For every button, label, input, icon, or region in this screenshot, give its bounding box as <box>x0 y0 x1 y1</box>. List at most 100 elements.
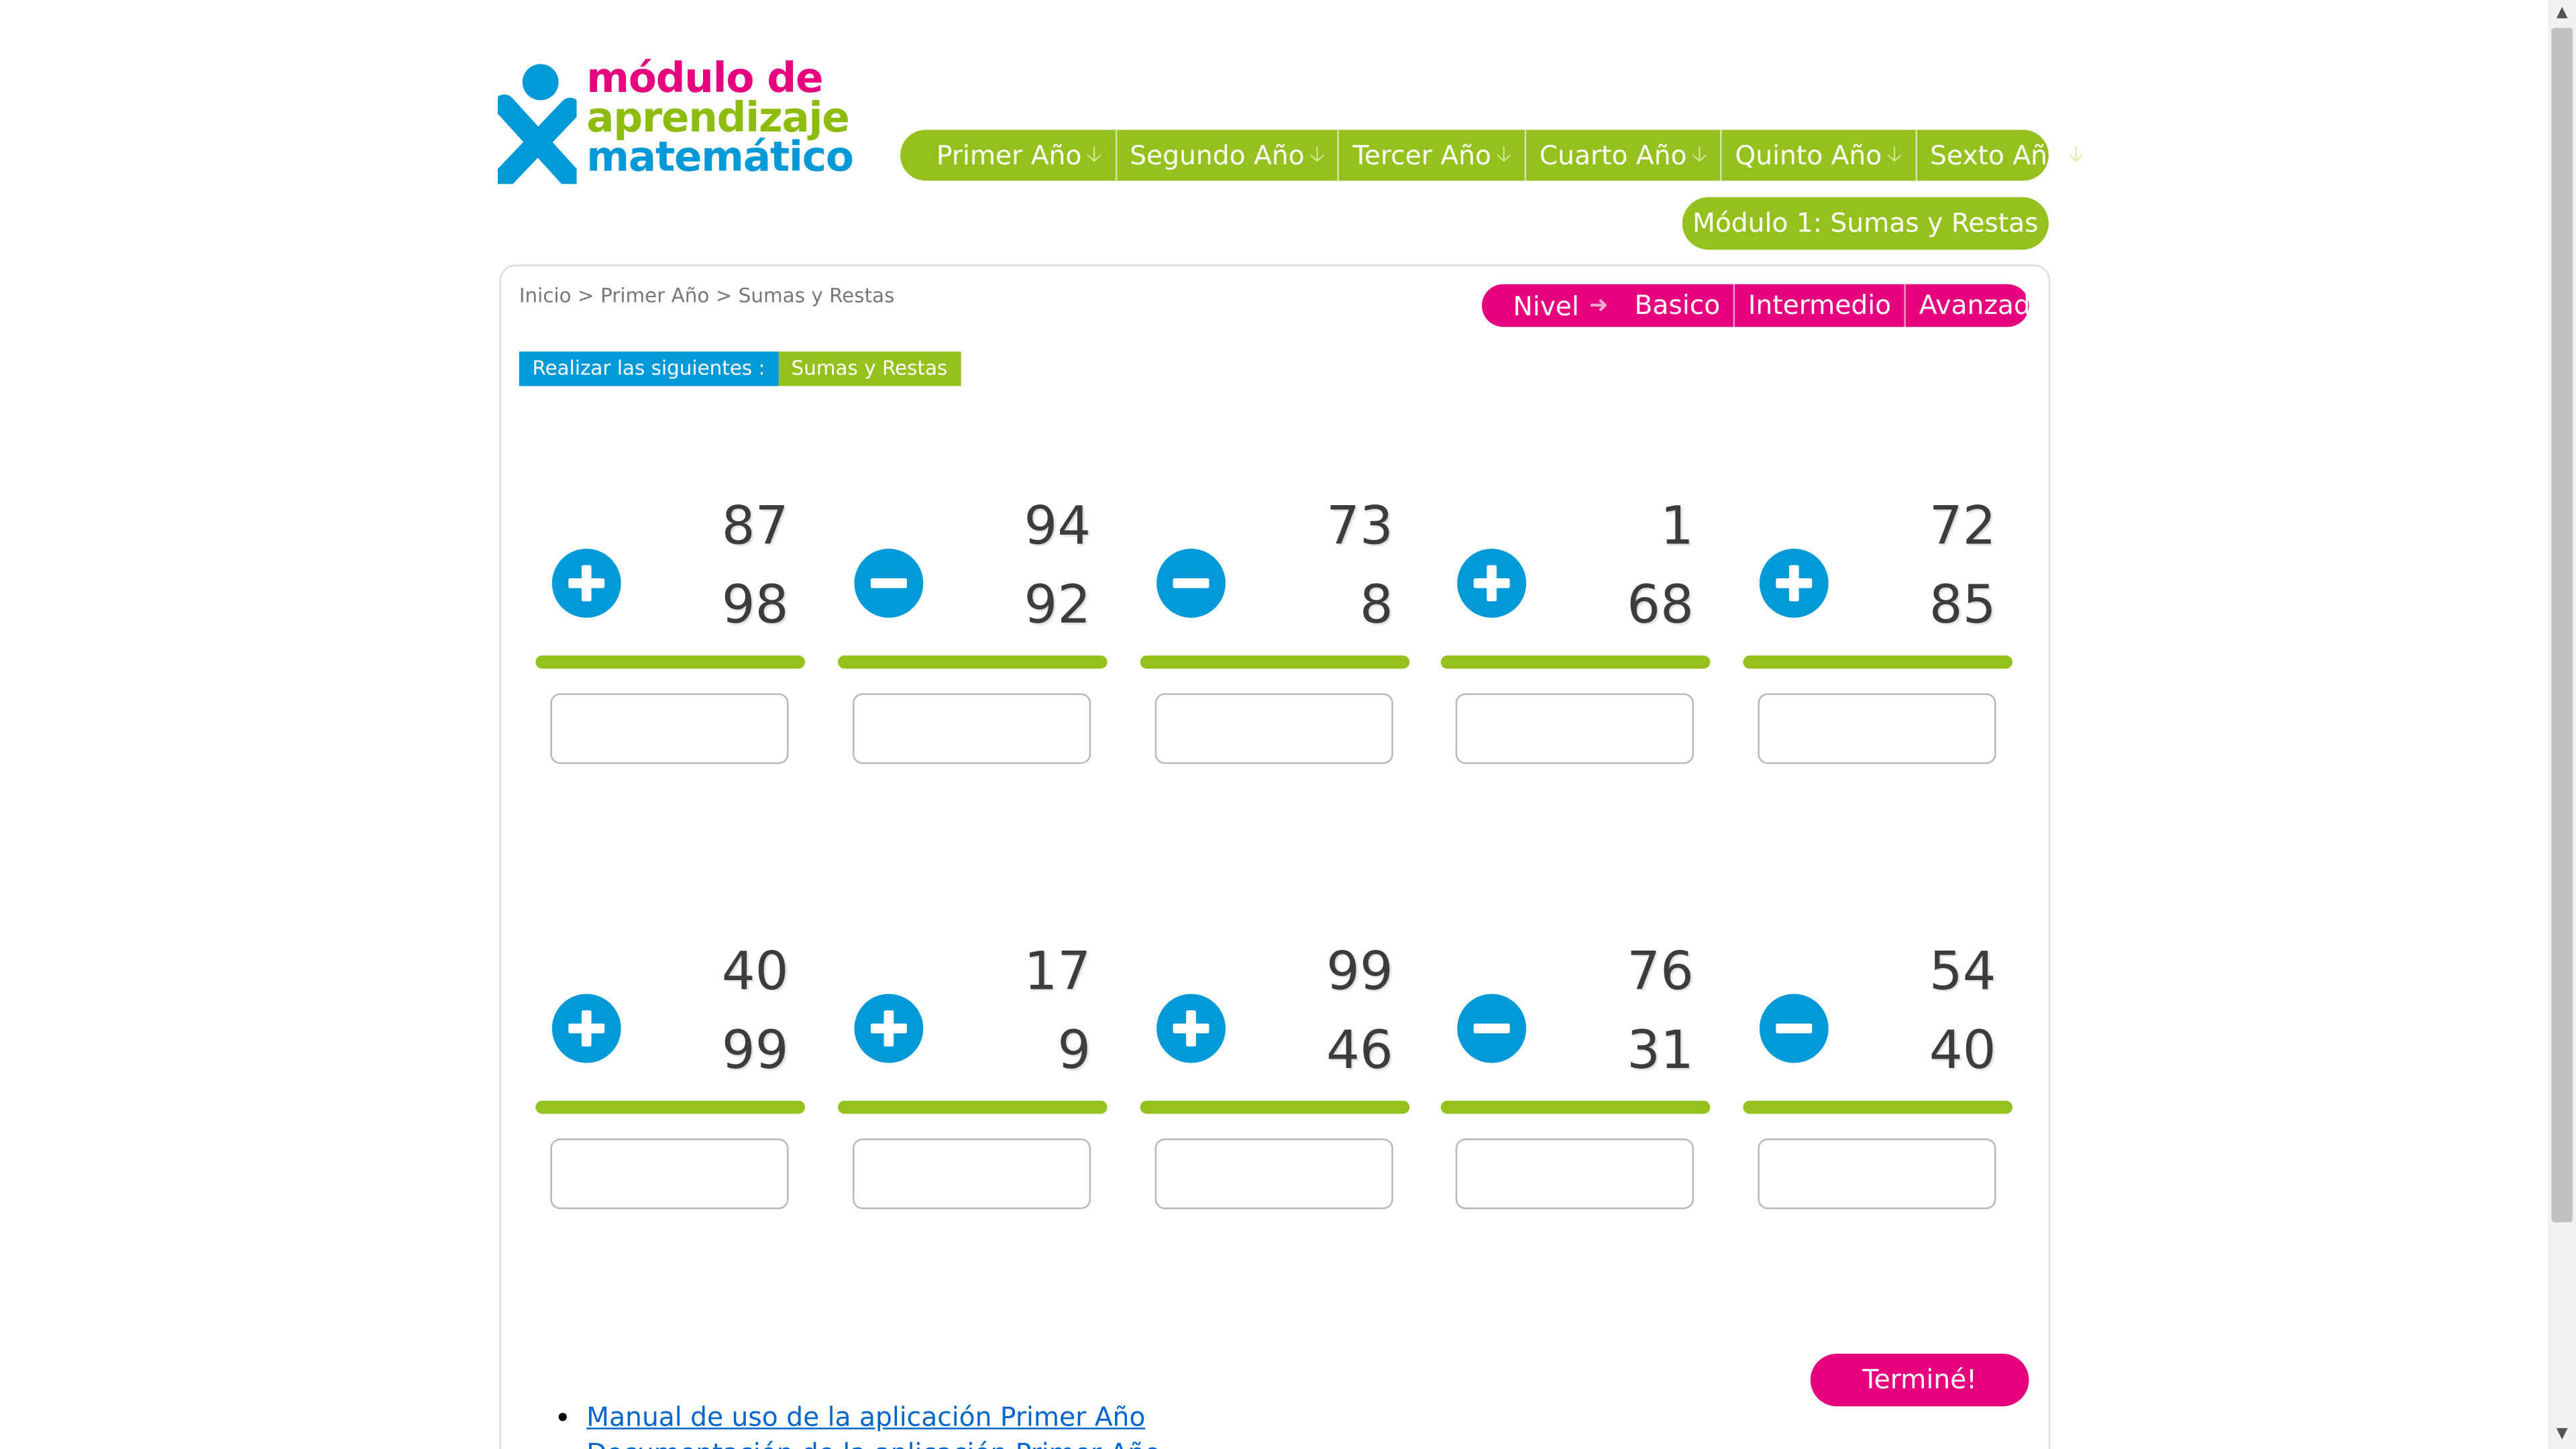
result-line <box>837 1100 1108 1114</box>
plus-icon <box>854 994 924 1063</box>
minus-icon <box>1759 994 1829 1063</box>
task-label: Realizar las siguientes : Sumas y Restas <box>519 352 961 386</box>
operand-bottom: 8 <box>1359 573 1393 636</box>
nav-item-primer-ano[interactable]: Primer Año 🡣 <box>923 129 1117 181</box>
logo-line-2: aprendizaje <box>586 93 849 142</box>
operand-top: 87 <box>721 494 789 557</box>
logo-line-1: módulo de <box>586 54 823 102</box>
problem-10: 54 40 <box>1743 938 2013 1210</box>
operand-bottom: 68 <box>1627 573 1694 636</box>
result-line <box>1140 655 1410 669</box>
nav-item-segundo-ano[interactable]: Segundo Año 🡣 <box>1117 129 1340 181</box>
arrow-down-icon: 🡣 <box>1691 143 1707 168</box>
problem-5: 72 85 <box>1743 493 2013 764</box>
answer-input[interactable] <box>1455 693 1694 764</box>
list-item: Manual de uso de la aplicación Primer Añ… <box>586 1400 1161 1436</box>
problem-8: 99 46 <box>1140 938 1410 1210</box>
arrow-down-icon: 🡣 <box>1086 143 1102 168</box>
level-basico[interactable]: Basico <box>1621 284 1735 327</box>
operand-bottom: 92 <box>1024 573 1091 636</box>
arrow-down-icon: 🡣 <box>2068 143 2084 168</box>
operand-bottom: 9 <box>1057 1018 1091 1081</box>
scroll-down-icon[interactable]: ▼ <box>2556 1426 2568 1443</box>
finish-button[interactable]: Terminé! <box>1810 1353 2029 1407</box>
result-line <box>1440 655 1711 669</box>
answer-input[interactable] <box>550 693 789 764</box>
answer-input[interactable] <box>1758 693 1996 764</box>
problem-6: 40 99 <box>535 938 806 1210</box>
answer-input[interactable] <box>853 693 1091 764</box>
list-item: Documentación de la aplicación Primer Añ… <box>586 1436 1161 1449</box>
result-line <box>1440 1100 1711 1114</box>
answer-input[interactable] <box>1155 1138 1393 1210</box>
operand-bottom: 31 <box>1627 1018 1694 1081</box>
operand-top: 76 <box>1627 939 1694 1002</box>
plus-icon <box>1457 548 1527 618</box>
arrow-down-icon: 🡣 <box>1309 143 1325 168</box>
problem-2: 94 92 <box>837 493 1108 764</box>
nav-item-quinto-ano[interactable]: Quinto Año 🡣 <box>1722 129 1917 181</box>
operand-top: 1 <box>1660 494 1694 557</box>
task-topic: Sumas y Restas <box>778 352 961 386</box>
operand-top: 17 <box>1024 939 1091 1002</box>
scrollbar[interactable]: ▲ ▼ <box>2548 0 2576 1449</box>
operand-top: 73 <box>1326 494 1393 557</box>
nav-item-label: Tercer Año <box>1352 140 1491 171</box>
site-logo[interactable]: módulo de aprendizaje matemático <box>498 54 859 191</box>
manual-link[interactable]: Manual de uso de la aplicación Primer Añ… <box>586 1401 1146 1433</box>
scrollbar-thumb[interactable] <box>2551 28 2573 1223</box>
answer-input[interactable] <box>853 1138 1091 1210</box>
answer-input[interactable] <box>1455 1138 1694 1210</box>
breadcrumb-home-link[interactable]: Inicio <box>519 284 572 307</box>
year-nav: Primer Año 🡣 Segundo Año 🡣 Tercer Año 🡣 … <box>900 129 2084 181</box>
result-line <box>535 655 806 669</box>
level-avanzado[interactable]: Avanzado <box>1919 289 2047 321</box>
nav-item-label: Segundo Año <box>1130 140 1305 171</box>
operand-top: 94 <box>1024 494 1091 557</box>
breadcrumb-separator: > <box>578 284 594 307</box>
nav-item-cuarto-ano[interactable]: Cuarto Año 🡣 <box>1526 129 1722 181</box>
logo-text: módulo de aprendizaje matemático <box>586 54 854 178</box>
nav-item-label: Primer Año <box>936 140 1082 171</box>
minus-icon <box>1457 994 1527 1063</box>
breadcrumb-separator: > <box>715 284 733 307</box>
nav-item-sexto-ano[interactable]: Sexto Año 🡣 <box>1917 129 2096 180</box>
arrow-right-icon: ➜ <box>1589 292 1609 319</box>
operand-bottom: 46 <box>1326 1018 1393 1081</box>
breadcrumb-year-link[interactable]: Primer Año <box>600 284 710 307</box>
problem-1: 87 98 <box>535 493 806 764</box>
result-line <box>1743 1100 2013 1114</box>
nav-item-tercer-ano[interactable]: Tercer Año 🡣 <box>1340 129 1527 181</box>
result-line <box>1743 655 2013 669</box>
level-label: Nivel <box>1513 290 1579 321</box>
minus-icon <box>854 548 924 618</box>
documentation-link[interactable]: Documentación de la aplicación Primer Añ… <box>586 1438 1161 1449</box>
help-links: Manual de uso de la aplicación Primer Añ… <box>560 1400 1161 1449</box>
result-line <box>535 1100 806 1114</box>
problem-7: 17 9 <box>837 938 1108 1210</box>
level-intermedio[interactable]: Intermedio <box>1735 284 1907 327</box>
answer-input[interactable] <box>1155 693 1393 764</box>
breadcrumb-current: Sumas y Restas <box>738 284 895 307</box>
minus-icon <box>1157 548 1226 618</box>
main-panel: Inicio > Primer Año > Sumas y Restas Niv… <box>499 264 2051 1449</box>
problem-4: 1 68 <box>1440 493 1711 764</box>
operand-top: 54 <box>1929 939 1996 1002</box>
plus-icon <box>1157 994 1226 1063</box>
problem-9: 76 31 <box>1440 938 1711 1210</box>
answer-input[interactable] <box>1758 1138 1996 1210</box>
logo-figure-icon <box>498 64 577 184</box>
plus-icon <box>551 548 621 618</box>
operand-bottom: 40 <box>1929 1018 1996 1081</box>
operand-top: 72 <box>1929 494 1996 557</box>
nav-item-label: Quinto Año <box>1735 140 1882 171</box>
nav-item-label: Cuarto Año <box>1539 140 1687 171</box>
operand-bottom: 98 <box>721 573 789 636</box>
nav-item-label: Sexto Año <box>1930 140 2063 171</box>
module-button[interactable]: Módulo 1: Sumas y Restas <box>1682 197 2049 250</box>
answer-input[interactable] <box>550 1138 789 1210</box>
operand-top: 99 <box>1326 939 1393 1002</box>
result-line <box>837 655 1108 669</box>
scroll-up-icon[interactable]: ▲ <box>2556 5 2568 21</box>
